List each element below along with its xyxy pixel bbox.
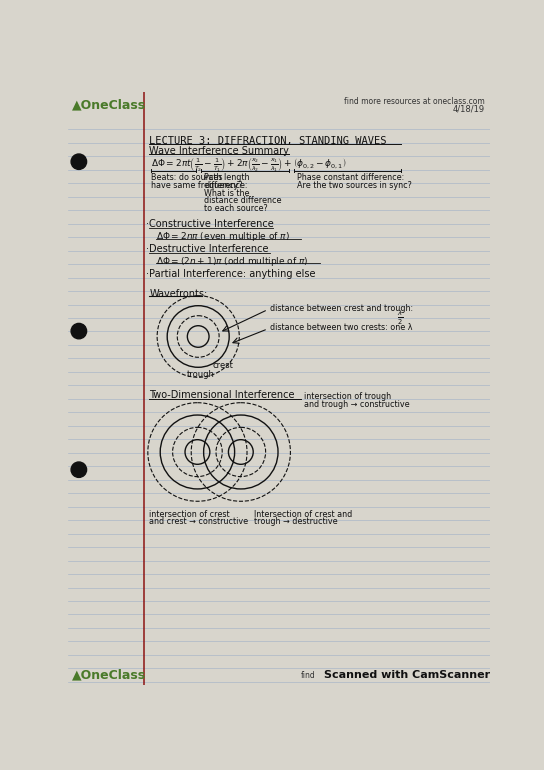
Text: trough → destructive: trough → destructive (254, 517, 338, 527)
Text: 4/18/19: 4/18/19 (453, 105, 485, 114)
Text: ·Partial Interference: anything else: ·Partial Interference: anything else (146, 269, 316, 279)
Text: trough: trough (187, 370, 214, 380)
Text: Path length: Path length (205, 173, 250, 182)
Text: Intersection of crest and: Intersection of crest and (254, 510, 353, 519)
Text: Beats: do sources: Beats: do sources (151, 173, 222, 182)
Text: and trough → constructive: and trough → constructive (305, 400, 410, 409)
Text: Are the two sources in sync?: Are the two sources in sync? (298, 181, 412, 190)
Text: Wavefronts:: Wavefronts: (150, 289, 208, 299)
Text: ▲OneClass: ▲OneClass (72, 668, 146, 681)
Circle shape (71, 462, 86, 477)
Text: ·Destructive Interference: ·Destructive Interference (146, 244, 269, 254)
Text: have same frequency?: have same frequency? (151, 181, 243, 190)
Circle shape (71, 323, 86, 339)
Text: find: find (300, 671, 316, 681)
Text: distance difference: distance difference (205, 196, 282, 206)
Text: $\frac{\lambda}{2}$: $\frac{\lambda}{2}$ (397, 309, 404, 327)
Text: $\Delta\Phi = 2\pi t\left(\frac{1}{T_2}-\frac{1}{T_1}\right) + 2\pi\left(\frac{x: $\Delta\Phi = 2\pi t\left(\frac{1}{T_2}-… (151, 156, 347, 174)
Text: Two-Dimensional Interference: Two-Dimensional Interference (150, 390, 295, 400)
Text: ▲OneClass: ▲OneClass (72, 99, 146, 112)
Text: distance between two crests: one λ: distance between two crests: one λ (269, 323, 412, 332)
Text: intersection of trough: intersection of trough (305, 392, 392, 401)
Circle shape (71, 154, 86, 169)
Text: and crest → constructive: and crest → constructive (150, 517, 249, 527)
Text: What is the: What is the (205, 189, 250, 198)
Text: difference:: difference: (205, 181, 248, 190)
Text: Scanned with CamScanner: Scanned with CamScanner (324, 670, 490, 680)
Text: find more resources at oneclass.com: find more resources at oneclass.com (344, 97, 485, 106)
Text: $\Delta\Phi = (2n+1)\pi$ (odd multiple of $\pi$): $\Delta\Phi = (2n+1)\pi$ (odd multiple o… (156, 255, 308, 268)
Text: Wave Interference Summary: Wave Interference Summary (150, 146, 289, 156)
Text: $\Delta\Phi = 2n\pi$ (even multiple of $\pi$): $\Delta\Phi = 2n\pi$ (even multiple of $… (156, 230, 289, 243)
Text: distance between crest and trough:: distance between crest and trough: (269, 304, 413, 313)
Text: Phase constant difference:: Phase constant difference: (298, 173, 405, 182)
Text: ·Constructive Interference: ·Constructive Interference (146, 219, 274, 229)
Text: crest: crest (212, 361, 233, 370)
Text: to each source?: to each source? (205, 204, 268, 213)
Text: intersection of crest: intersection of crest (150, 510, 230, 519)
Text: LECTURE 3: DIFFRACTION, STANDING WAVES: LECTURE 3: DIFFRACTION, STANDING WAVES (150, 136, 387, 146)
